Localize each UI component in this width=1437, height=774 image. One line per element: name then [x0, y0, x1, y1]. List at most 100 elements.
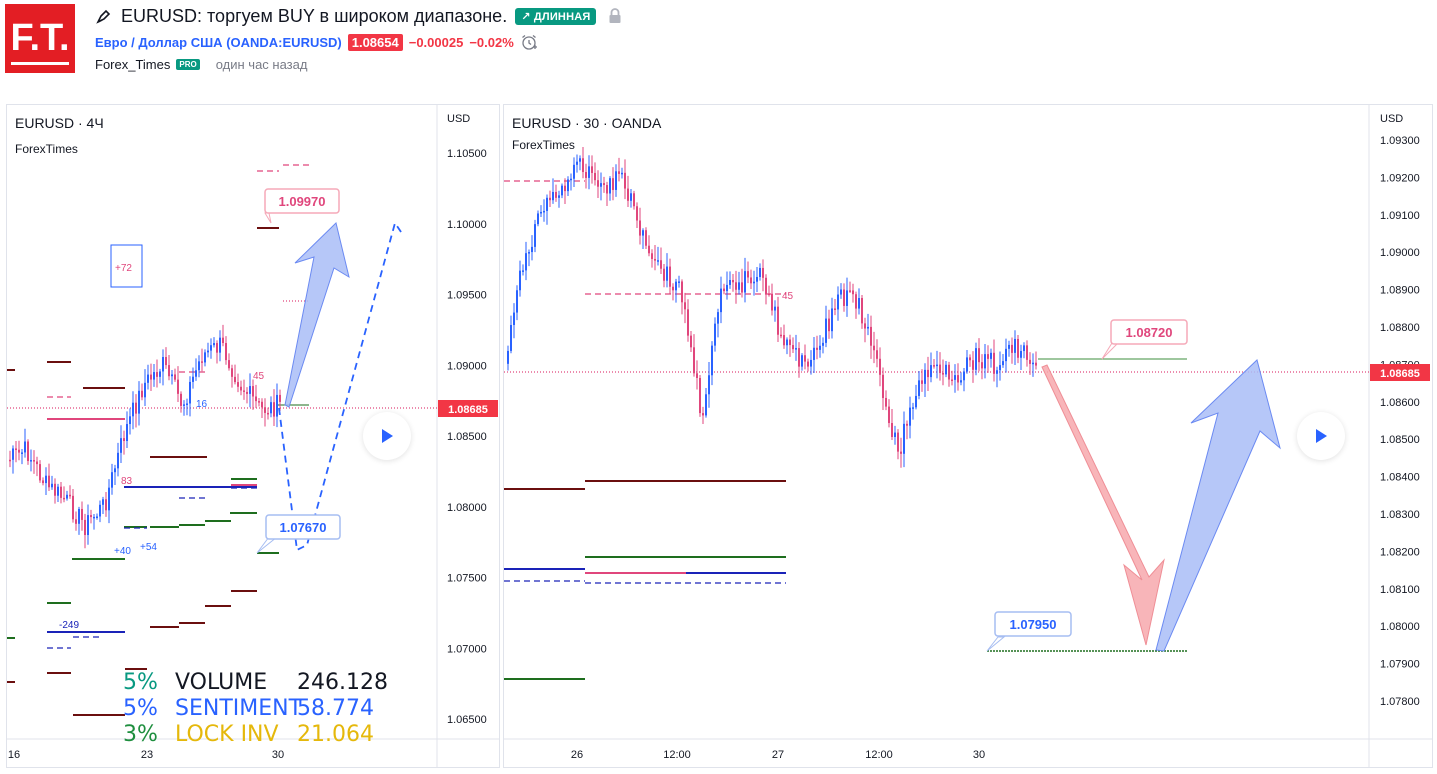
candle-body: [201, 361, 203, 363]
candle-body: [1002, 361, 1004, 366]
annotation-label: +40: [114, 546, 131, 557]
time-axis[interactable]: 26 12:00 27 12:00 30: [571, 749, 985, 761]
candle-body: [141, 390, 143, 398]
candle-body: [753, 281, 755, 284]
candle-body: [246, 391, 248, 394]
annotation-label: +54: [140, 542, 157, 553]
candle-body: [249, 386, 251, 394]
candle-body: [81, 508, 83, 520]
stat-percent: 5%: [123, 696, 158, 721]
current-price-value: 1.08685: [448, 404, 488, 416]
chart-30m-canvas[interactable]: USD 1.093001.092001.091001.090001.089001…: [504, 105, 1432, 767]
candle-body: [21, 452, 23, 454]
candle-body: [951, 379, 953, 382]
candle-body: [873, 345, 875, 351]
candle-body: [684, 302, 686, 310]
candle-body: [75, 519, 77, 524]
candle-body: [204, 352, 206, 363]
candle-body: [78, 508, 80, 524]
candle-body: [1008, 344, 1010, 349]
candle-body: [63, 497, 65, 500]
candle-body: [834, 308, 836, 310]
candle-body: [912, 407, 914, 409]
candle-body: [528, 252, 530, 254]
candle-body: [696, 373, 698, 378]
candle-body: [171, 374, 173, 377]
price-tick-label: 1.10500: [447, 148, 487, 160]
candle-body: [915, 395, 917, 408]
candle-body: [597, 180, 599, 187]
market-stats: 5% VOLUME 246.128 5% SENTIMENT 58.774 3%…: [123, 670, 388, 748]
candle-body: [636, 206, 638, 221]
candle-body: [540, 211, 542, 214]
time-axis[interactable]: 16 23 30: [8, 749, 284, 761]
candle-body: [126, 424, 128, 442]
candle-body: [984, 354, 986, 369]
price-tick-label: 1.09100: [1380, 210, 1420, 222]
candle-body: [213, 343, 215, 346]
price-axis[interactable]: 1.10500 1.10000 1.09500 1.09000 1.08500 1.080…: [447, 148, 487, 726]
candle-body: [828, 318, 830, 332]
current-price-marker: [438, 400, 498, 417]
stat-lock-inv: 3% LOCK INV 21.064: [123, 722, 388, 748]
time-tick-label: 30: [272, 749, 284, 761]
chart-4h-canvas[interactable]: USD 1.105001.100001.095001.090001.085001…: [7, 105, 499, 767]
candle-body: [990, 352, 992, 359]
candle-body: [786, 339, 788, 346]
candle-body: [1029, 359, 1031, 364]
author-name[interactable]: Forex_Times: [95, 57, 171, 72]
price-change-percent: −0.02%: [469, 34, 514, 50]
play-button[interactable]: [363, 412, 411, 460]
candle-body: [138, 390, 140, 414]
candlestick-series: [9, 324, 281, 549]
price-tick-label: 1.08800: [1380, 322, 1420, 334]
candle-body: [792, 345, 794, 350]
alarm-clock-icon[interactable]: [520, 33, 538, 51]
dashed-level-lines: [7, 164, 437, 649]
candle-body: [525, 253, 527, 271]
candle-body: [819, 345, 821, 350]
candle-body: [108, 487, 110, 511]
symbol-name-link[interactable]: Евро / Доллар США (OANDA:EURUSD): [95, 34, 342, 50]
price-axis[interactable]: 1.09300 1.09200 1.09100 1.09000 1.08900 1.088…: [1380, 135, 1420, 708]
price-tick-label: 1.08900: [1380, 285, 1420, 297]
candle-body: [855, 294, 857, 309]
target-low-callout[interactable]: 1.07670: [256, 514, 341, 554]
candle-body: [687, 309, 689, 336]
candle-body: [993, 352, 995, 374]
play-button[interactable]: [1297, 412, 1345, 460]
svg-text:F.T.: F.T.: [10, 17, 69, 59]
candle-body: [708, 375, 710, 395]
annotation-label: 45: [253, 371, 265, 382]
target-low-callout[interactable]: 1.07950: [986, 611, 1072, 652]
candle-body: [72, 495, 74, 520]
bearish-arrow: [1041, 364, 1165, 646]
candle-body: [264, 407, 266, 413]
candle-body: [879, 358, 881, 375]
candle-body: [816, 347, 818, 350]
candle-body: [642, 230, 644, 236]
candle-body: [537, 213, 539, 225]
chart-30m[interactable]: USD 1.09300 1.09200 1.09100 1.09000 1.08900 1…: [503, 104, 1433, 768]
candle-body: [624, 172, 626, 189]
candle-body: [714, 323, 716, 346]
candle-body: [510, 325, 512, 351]
stat-value: 246.128: [297, 670, 388, 695]
chart-4h[interactable]: USD 1.10500 1.10000 1.09500 1.09000 1.08500 1…: [6, 104, 500, 768]
candle-body: [648, 245, 650, 254]
candle-body: [177, 379, 179, 394]
candle-body: [639, 220, 641, 236]
stat-label: LOCK INV: [175, 722, 279, 747]
candle-body: [660, 260, 662, 269]
stat-label: VOLUME: [175, 670, 268, 695]
target-high-callout[interactable]: 1.09970: [264, 188, 340, 224]
candle-body: [885, 397, 887, 407]
stat-volume: 5% VOLUME 246.128: [123, 670, 388, 696]
target-high-callout[interactable]: 1.08720: [1101, 319, 1188, 360]
candle-body: [858, 298, 860, 309]
chart-title: EURUSD · 30 · OANDA: [512, 115, 662, 131]
candle-body: [42, 480, 44, 484]
candle-body: [570, 178, 572, 181]
long-badge[interactable]: ↗ ДЛИННАЯ: [515, 7, 597, 25]
brand-logo[interactable]: F.T.: [5, 4, 75, 73]
